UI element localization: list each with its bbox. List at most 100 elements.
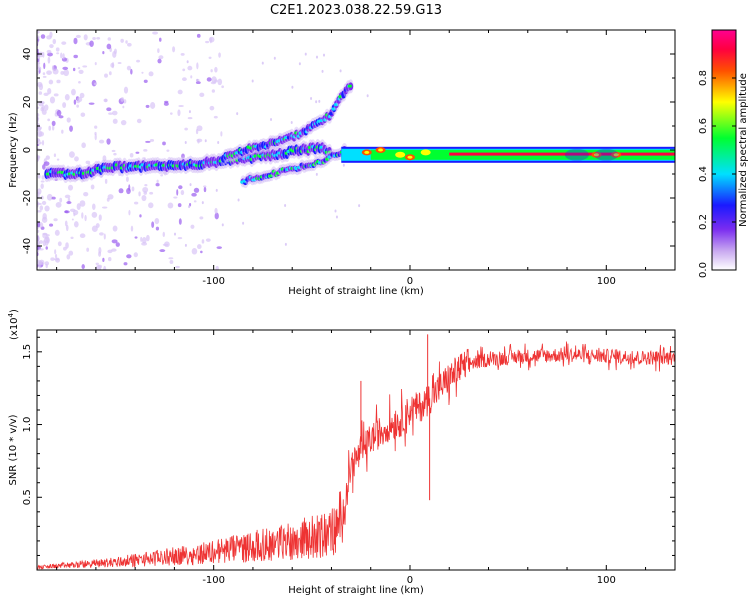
heatmap-noise — [196, 78, 199, 82]
heatmap-noise — [82, 65, 88, 68]
heatmap-noise — [178, 104, 184, 108]
heatmap-noise — [37, 139, 41, 142]
heatmap-noise — [184, 140, 187, 144]
heatmap-noise — [167, 202, 174, 209]
heatmap-noise — [106, 43, 112, 50]
heatmap-marks — [37, 30, 675, 270]
heatmap-noise — [110, 62, 115, 68]
heatmap-noise — [72, 67, 76, 72]
heatmap-noise — [205, 238, 211, 242]
x-tick-label: -100 — [202, 575, 225, 586]
heatmap-noise — [77, 96, 83, 102]
heatmap-noise — [157, 58, 162, 64]
heatmap-noise — [37, 229, 40, 234]
heatmap-noise — [335, 215, 338, 219]
heatmap-noise — [38, 91, 43, 95]
heatmap-noise — [214, 207, 218, 214]
heatmap-noise — [37, 30, 40, 34]
heatmap-noise — [140, 236, 143, 242]
y-tick-label: 0.5 — [22, 489, 33, 505]
heatmap-noise — [149, 138, 155, 142]
heatmap-noise — [146, 234, 150, 242]
steady-band-blob — [364, 150, 370, 154]
heatmap-noise — [56, 158, 60, 161]
heatmap-noise — [46, 70, 52, 75]
heatmap-noise — [42, 72, 46, 76]
heatmap-noise — [37, 106, 40, 110]
steady-band-core — [449, 152, 675, 156]
heatmap-noise — [196, 62, 199, 70]
heatmap-noise — [94, 133, 97, 141]
heatmap-noise — [270, 118, 273, 122]
chart-title: C2E1.2023.038.22.59.G13 — [270, 3, 442, 18]
heatmap-noise — [201, 239, 205, 244]
heatmap-noise — [98, 214, 102, 221]
heatmap-noise — [206, 77, 212, 82]
colorbar-frame — [711, 29, 737, 271]
colorbar-tick-label: 0.6 — [698, 118, 709, 134]
heatmap-noise — [342, 163, 345, 167]
y-tick-label: -40 — [22, 238, 33, 254]
heatmap-noise — [261, 61, 264, 65]
heatmap-noise — [64, 220, 68, 227]
heatmap-noise — [108, 257, 112, 262]
heatmap-noise — [54, 249, 57, 255]
y-tick-label: -20 — [22, 190, 33, 206]
heatmap-noise — [66, 117, 71, 123]
heatmap-noise — [101, 206, 108, 209]
heatmap-noise — [104, 73, 108, 78]
heatmap-noise — [133, 201, 139, 205]
heatmap-noise — [98, 139, 105, 144]
steady-band-blob — [423, 150, 429, 154]
heatmap-noise — [181, 77, 187, 82]
heatmap-noise — [49, 31, 53, 38]
heatmap-noise — [334, 209, 337, 213]
heatmap-noise — [166, 149, 170, 152]
heatmap-noise — [170, 112, 173, 115]
snr-marks — [37, 334, 675, 570]
heatmap-noise — [152, 31, 159, 35]
heatmap-noise — [177, 109, 181, 117]
heatmap-noise — [53, 218, 58, 222]
heatmap-noise — [93, 82, 98, 85]
heatmap-noise — [50, 257, 55, 261]
heatmap-noise — [56, 109, 62, 117]
heatmap-noise — [63, 69, 70, 77]
heatmap-noise — [46, 49, 52, 54]
heatmap-noise — [37, 202, 42, 206]
heatmap-noise — [187, 116, 193, 120]
heatmap-noise — [104, 178, 108, 184]
heatmap-noise — [37, 260, 43, 265]
heatmap-noise — [39, 141, 42, 145]
heatmap-noise — [130, 225, 134, 232]
heatmap-noise — [215, 265, 219, 270]
heatmap-noise — [199, 216, 204, 220]
heatmap-noise — [242, 221, 245, 225]
steady-band-blob — [593, 153, 599, 157]
heatmap-noise — [79, 200, 86, 207]
heatmap-noise — [76, 203, 81, 211]
heatmap-noise — [71, 88, 76, 96]
heatmap-noise — [172, 46, 176, 53]
heatmap-noise — [163, 102, 169, 106]
snr-ylabel: SNR (10 * v/v) — [8, 414, 19, 485]
heatmap-noise — [51, 196, 56, 200]
heatmap-noise — [89, 40, 94, 48]
heatmap-noise — [37, 210, 42, 213]
heatmap-noise — [112, 51, 117, 58]
heatmap-noise — [92, 37, 96, 40]
heatmap-noise — [208, 56, 212, 60]
heatmap-noise — [64, 94, 70, 101]
snr-xlabel: Height of straight line (km) — [288, 585, 424, 596]
heatmap-noise — [74, 156, 79, 162]
heatmap-noise — [42, 232, 48, 239]
heatmap-noise — [123, 262, 128, 266]
heatmap-noise — [59, 197, 63, 203]
steady-band-halo — [594, 148, 619, 161]
heatmap-noise — [37, 193, 40, 199]
colorbar-tick-label: 0.2 — [698, 214, 709, 230]
x-tick-label: 100 — [597, 276, 616, 287]
heatmap-noise — [73, 54, 78, 59]
heatmap-noise — [37, 58, 40, 63]
